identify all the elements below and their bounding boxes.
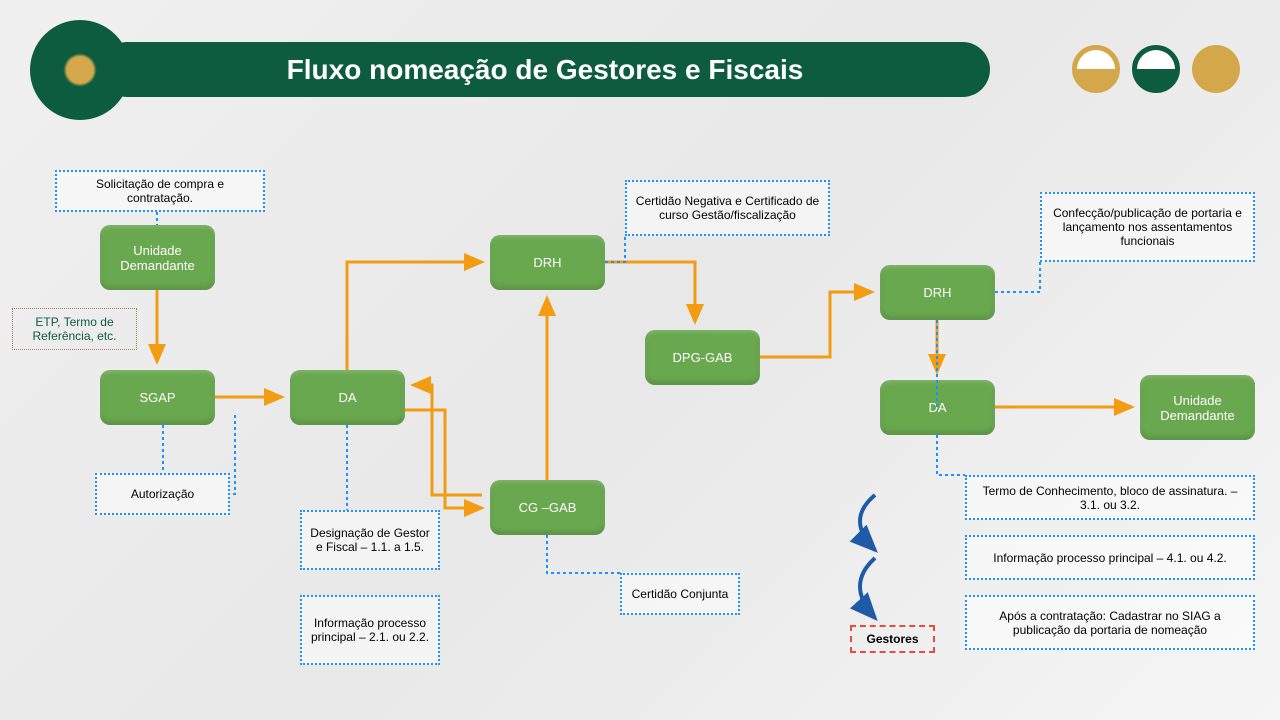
node-unidade1: Unidade Demandante (100, 225, 215, 290)
note-autorizacao: Autorização (95, 473, 230, 515)
node-da2: DA (880, 380, 995, 435)
node-dpggab: DPG-GAB (645, 330, 760, 385)
note-confeccao: Confecção/publicação de portaria e lança… (1040, 192, 1255, 262)
node-sgap: SGAP (100, 370, 215, 425)
note-solicitacao: Solicitação de compra e contratação. (55, 170, 265, 212)
circle-green-half (1132, 45, 1180, 93)
note-termo: Termo de Conhecimento, bloco de assinatu… (965, 475, 1255, 520)
note-infoproc2: Informação processo principal – 4.1. ou … (965, 535, 1255, 580)
note-apos: Após a contratação: Cadastrar no SIAG a … (965, 595, 1255, 650)
header-bar: Fluxo nomeação de Gestores e Fiscais (100, 42, 990, 97)
note-designacao: Designação de Gestor e Fiscal – 1.1. a 1… (300, 510, 440, 570)
note-certidao_neg: Certidão Negativa e Certificado de curso… (625, 180, 830, 236)
page-title: Fluxo nomeação de Gestores e Fiscais (287, 54, 804, 86)
node-drh1: DRH (490, 235, 605, 290)
node-da1: DA (290, 370, 405, 425)
circle-gold-full (1192, 45, 1240, 93)
note-certidao_conj: Certidão Conjunta (620, 573, 740, 615)
node-drh2: DRH (880, 265, 995, 320)
node-cggab: CG –GAB (490, 480, 605, 535)
node-unidade2: Unidade Demandante (1140, 375, 1255, 440)
circle-gold-half (1072, 45, 1120, 93)
decor-circles (1072, 45, 1240, 93)
note-etp: ETP, Termo de Referência, etc. (12, 308, 137, 350)
note-infoproc1: Informação processo principal – 2.1. ou … (300, 595, 440, 665)
note-gestores: Gestores (850, 625, 935, 653)
